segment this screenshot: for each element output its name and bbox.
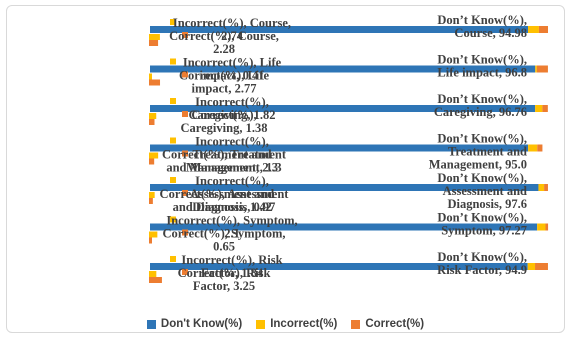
bar-correct-caregiving [542, 105, 548, 112]
tag-correct-treatment-and-management [182, 150, 188, 157]
marker-incorrect-symptom [149, 231, 158, 238]
data-label-incorrect-life-impact: Incorrect(%), Life impact, 0.41 [183, 56, 282, 83]
data-label-dont-know-symptom: Don’t Know(%), Symptom, 97.27 [437, 211, 527, 238]
bar-correct-life-impact [536, 65, 548, 73]
marker-correct-assessment-and-diagnosis [149, 198, 153, 204]
bar-dont-know-treatment-and-management [150, 144, 529, 152]
marker-incorrect-treatment-and-management [149, 152, 159, 159]
legend-label-correct: Correct(%) [365, 318, 425, 330]
tag-incorrect-life-impact [170, 58, 176, 65]
tag-correct-caregiving [182, 111, 188, 117]
tag-correct-symptom [182, 229, 188, 236]
tag-incorrect-assessment-and-diagnosis [170, 177, 176, 183]
tag-incorrect-risk-factor [170, 256, 176, 262]
bar-dont-know-course [150, 26, 529, 33]
tag-incorrect-symptom [170, 216, 176, 223]
bar-incorrect-symptom [537, 223, 546, 231]
bar-correct-assessment-and-diagnosis [544, 184, 548, 191]
data-label-correct-assessment-and-diagnosis: Correct(%), Assessment and Diagnosis, 0.9… [160, 187, 290, 214]
marker-correct-risk-factor [149, 277, 162, 283]
legend-label-incorrect: Incorrect(%) [270, 318, 338, 330]
bar-incorrect-treatment-and-management [528, 144, 538, 152]
data-label-dont-know-treatment-and-management: Don’t Know(%), Treatment and Management, 9… [429, 132, 527, 172]
data-label-dont-know-assessment-and-diagnosis: Don’t Know(%), Assessment and Diagnosis, 9… [437, 171, 527, 211]
data-label-correct-treatment-and-management: Correct(%), Treatment and Management, 1.3 [162, 148, 287, 175]
data-label-correct-life-impact: Correct(%), Life impact, 2.77 [179, 69, 269, 96]
bar-correct-course [538, 26, 548, 33]
data-label-dont-know-course: Don’t Know(%), Course, 94.98 [437, 13, 527, 40]
bar-incorrect-life-impact [535, 65, 537, 73]
data-label-dont-know-risk-factor: Don’t Know(%), Risk Factor, 94.9 [437, 250, 527, 277]
marker-incorrect-life-impact [149, 73, 152, 80]
bar-dont-know-symptom [150, 223, 538, 231]
tag-incorrect-caregiving [170, 98, 176, 104]
marker-incorrect-risk-factor [149, 271, 157, 277]
tag-correct-assessment-and-diagnosis [182, 190, 188, 196]
legend-item-incorrect: Incorrect(%) [256, 318, 337, 330]
legend-swatch-correct [351, 319, 361, 329]
marker-correct-caregiving [149, 119, 155, 125]
data-label-dont-know-caregiving: Don’t Know(%), Caregiving, 96.76 [434, 92, 527, 119]
marker-incorrect-caregiving [149, 113, 157, 119]
marker-incorrect-assessment-and-diagnosis [149, 192, 155, 198]
data-label-incorrect-course: Incorrect(%), Course, 2.74 [173, 16, 291, 43]
tag-correct-risk-factor [182, 269, 188, 275]
data-label-correct-course: Correct(%), Course, 2.28 [169, 29, 279, 56]
tag-correct-life-impact [182, 71, 188, 78]
tag-incorrect-course [170, 19, 176, 25]
legend-swatch-incorrect [256, 319, 266, 329]
bar-dont-know-risk-factor [150, 263, 528, 270]
chart-legend: Don't Know(%) Incorrect(%) Correct(%) [0, 318, 571, 330]
bar-incorrect-caregiving [535, 105, 543, 112]
legend-swatch-dont-know [146, 319, 156, 329]
marker-correct-course [149, 40, 159, 46]
tag-incorrect-treatment-and-management [170, 137, 176, 144]
bar-incorrect-course [528, 26, 539, 33]
data-label-incorrect-risk-factor: Incorrect(%), Risk Factor, 1.84 [181, 253, 282, 280]
bar-incorrect-assessment-and-diagnosis [538, 184, 545, 191]
data-label-correct-risk-factor: Correct(%), Risk Factor, 3.25 [178, 266, 271, 293]
bar-incorrect-risk-factor [527, 263, 536, 270]
tag-correct-course [182, 32, 188, 38]
data-label-incorrect-caregiving: Incorrect(%), Caregiving, 1.82 [189, 95, 276, 122]
marker-correct-symptom [149, 237, 152, 244]
marker-incorrect-course [149, 34, 160, 40]
data-label-incorrect-symptom: Incorrect(%), Symptom, 2.1 [166, 214, 297, 241]
bar-correct-risk-factor [535, 263, 548, 270]
data-label-dont-know-life-impact: Don’t Know(%), Life impact, 96.8 [437, 53, 527, 80]
data-label-correct-caregiving: Correct(%), Caregiving, 1.38 [181, 108, 268, 135]
marker-correct-life-impact [149, 79, 161, 86]
legend-label-dont-know: Don't Know(%) [160, 318, 243, 330]
data-label-incorrect-treatment-and-management: Incorrect(%), Treatment and Management, 2.… [186, 135, 278, 175]
legend-item-correct: Correct(%) [351, 318, 424, 330]
bar-dont-know-caregiving [150, 105, 536, 112]
bar-correct-treatment-and-management [537, 144, 543, 152]
data-label-incorrect-assessment-and-diagnosis: Incorrect(%), Assessment and Diagnosis, 1.… [190, 174, 274, 214]
bar-dont-know-life-impact [150, 65, 536, 73]
legend-item-dont-know: Don't Know(%) [146, 318, 243, 330]
chart-frame [6, 5, 565, 333]
data-label-correct-symptom: Correct(%), Symptom, 0.65 [163, 227, 286, 254]
bar-correct-symptom [545, 223, 549, 231]
marker-correct-treatment-and-management [149, 158, 155, 165]
bar-dont-know-assessment-and-diagnosis [150, 184, 539, 191]
